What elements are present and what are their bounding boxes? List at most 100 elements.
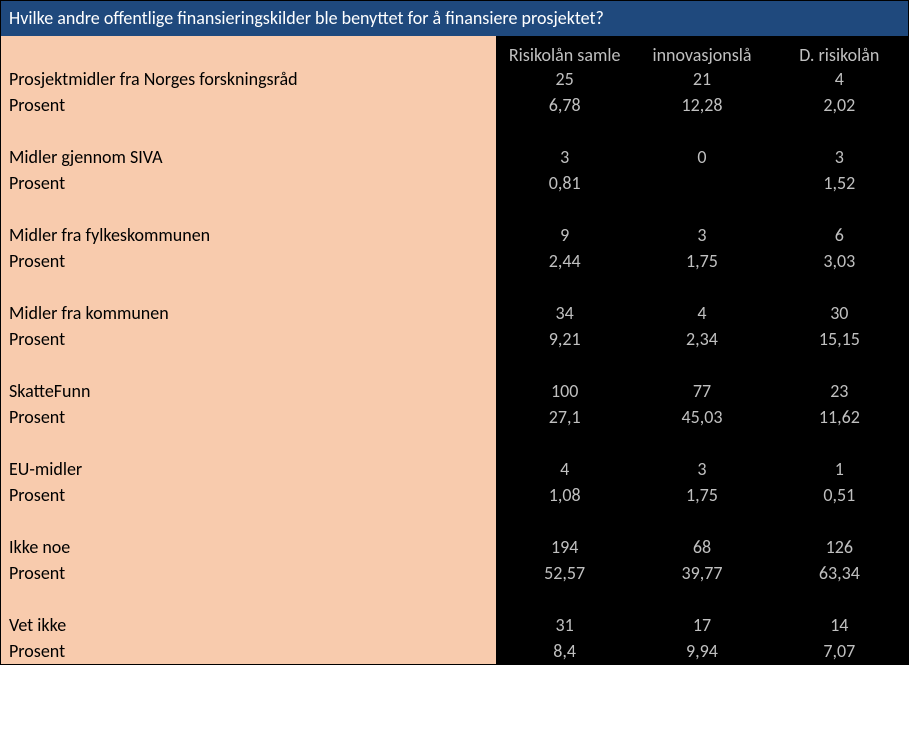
spacer: [496, 586, 908, 612]
spacer: [496, 196, 908, 222]
value-cell: 9: [496, 222, 633, 248]
table-row: 100 77 23: [496, 378, 908, 404]
percent-cell: 0,81: [496, 170, 633, 196]
spacer: [1, 118, 496, 144]
table-row: 31 17 14: [496, 612, 908, 638]
value-cell: 3: [633, 222, 770, 248]
table-row: 194 68 126: [496, 534, 908, 560]
value-cell: 194: [496, 534, 633, 560]
percent-cell: 45,03: [633, 404, 770, 430]
value-cell: 3: [771, 144, 908, 170]
spacer: [496, 430, 908, 456]
value-cell: 0: [633, 144, 770, 170]
group-label: EU-midler: [1, 456, 496, 482]
spacer: [1, 586, 496, 612]
percent-cell: 63,34: [771, 560, 908, 586]
value-cell: 6: [771, 222, 908, 248]
group-label: SkatteFunn: [1, 378, 496, 404]
percent-cell: 39,77: [633, 560, 770, 586]
value-cell: 14: [771, 612, 908, 638]
percent-cell: 2,02: [771, 92, 908, 118]
percent-cell: 15,15: [771, 326, 908, 352]
table-row: 1,08 1,75 0,51: [496, 482, 908, 508]
value-cell: 3: [633, 456, 770, 482]
spacer: [496, 274, 908, 300]
blank-cell: [1, 36, 496, 66]
group-label: Midler fra kommunen: [1, 300, 496, 326]
table-row: 25 21 4: [496, 66, 908, 92]
spacer: [1, 430, 496, 456]
value-cell: 4: [633, 300, 770, 326]
column-headers: Risikolån samle innovasjonslå D. risikol…: [496, 36, 908, 66]
table-row: 52,57 39,77 63,34: [496, 560, 908, 586]
percent-label: Prosent: [1, 482, 496, 508]
group-label: Midler gjennom SIVA: [1, 144, 496, 170]
table-row: 9 3 6: [496, 222, 908, 248]
percent-cell: 9,94: [633, 638, 770, 664]
col-header: D. risikolån: [771, 42, 908, 68]
table-row: 34 4 30: [496, 300, 908, 326]
spacer: [1, 352, 496, 378]
value-cell: 25: [496, 66, 633, 92]
percent-label: Prosent: [1, 638, 496, 664]
spacer: [1, 508, 496, 534]
table-row: 4 3 1: [496, 456, 908, 482]
table-row: 27,1 45,03 11,62: [496, 404, 908, 430]
group-label: Ikke noe: [1, 534, 496, 560]
table-body: Prosjektmidler fra Norges forskningsråd …: [1, 36, 908, 664]
value-cell: 1: [771, 456, 908, 482]
table-row: 9,21 2,34 15,15: [496, 326, 908, 352]
value-cell: 4: [496, 456, 633, 482]
percent-cell: 27,1: [496, 404, 633, 430]
spacer: [1, 196, 496, 222]
table-row: 6,78 12,28 2,02: [496, 92, 908, 118]
table-row: 2,44 1,75 3,03: [496, 248, 908, 274]
table-row: 8,4 9,94 7,07: [496, 638, 908, 664]
percent-cell: [633, 170, 770, 196]
percent-cell: 52,57: [496, 560, 633, 586]
value-cell: 126: [771, 534, 908, 560]
value-cell: 4: [771, 66, 908, 92]
percent-label: Prosent: [1, 170, 496, 196]
spacer: [496, 352, 908, 378]
spacer: [496, 118, 908, 144]
group-label: Midler fra fylkeskommunen: [1, 222, 496, 248]
percent-cell: 11,62: [771, 404, 908, 430]
value-cell: 34: [496, 300, 633, 326]
group-label: Prosjektmidler fra Norges forskningsråd: [1, 66, 496, 92]
percent-cell: 2,34: [633, 326, 770, 352]
value-cell: 31: [496, 612, 633, 638]
value-cell: 3: [496, 144, 633, 170]
percent-cell: 1,52: [771, 170, 908, 196]
row-labels-column: Prosjektmidler fra Norges forskningsråd …: [1, 36, 496, 664]
percent-cell: 12,28: [633, 92, 770, 118]
funding-sources-table: Hvilke andre offentlige finansieringskil…: [0, 0, 909, 665]
percent-cell: 3,03: [771, 248, 908, 274]
data-columns: Risikolån samle innovasjonslå D. risikol…: [496, 36, 908, 664]
col-header: Risikolån samle: [496, 42, 633, 68]
percent-cell: 7,07: [771, 638, 908, 664]
percent-label: Prosent: [1, 326, 496, 352]
value-cell: 68: [633, 534, 770, 560]
value-cell: 100: [496, 378, 633, 404]
percent-cell: 1,08: [496, 482, 633, 508]
percent-cell: 2,44: [496, 248, 633, 274]
group-label: Vet ikke: [1, 612, 496, 638]
percent-label: Prosent: [1, 248, 496, 274]
table-row: 0,81 1,52: [496, 170, 908, 196]
table-row: 3 0 3: [496, 144, 908, 170]
value-cell: 77: [633, 378, 770, 404]
value-cell: 30: [771, 300, 908, 326]
value-cell: 17: [633, 612, 770, 638]
percent-cell: 1,75: [633, 248, 770, 274]
value-cell: 21: [633, 66, 770, 92]
table-title: Hvilke andre offentlige finansieringskil…: [1, 1, 908, 36]
percent-cell: 0,51: [771, 482, 908, 508]
percent-cell: 1,75: [633, 482, 770, 508]
col-header: innovasjonslå: [633, 42, 770, 68]
value-cell: 23: [771, 378, 908, 404]
percent-label: Prosent: [1, 92, 496, 118]
spacer: [1, 274, 496, 300]
percent-cell: 8,4: [496, 638, 633, 664]
percent-label: Prosent: [1, 404, 496, 430]
